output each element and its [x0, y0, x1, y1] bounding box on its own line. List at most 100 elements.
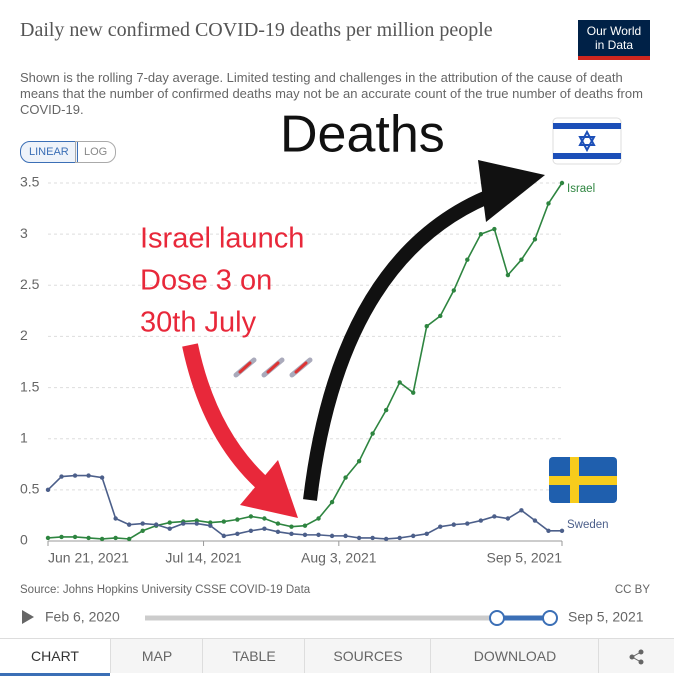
logo-text: Our World — [586, 24, 642, 38]
data-point — [370, 535, 375, 541]
share-tab[interactable] — [598, 638, 674, 673]
data-point — [546, 201, 551, 206]
tab[interactable]: TABLE — [202, 638, 305, 673]
license: CC BY — [615, 584, 650, 596]
data-point — [329, 499, 335, 505]
annotation: Dose 3 on — [140, 265, 272, 297]
x-tick-label: Jun 21, 2021 — [48, 550, 129, 566]
data-point — [383, 407, 389, 413]
data-point — [559, 528, 565, 533]
data-point — [302, 532, 308, 538]
y-tick-label: 1 — [20, 429, 28, 445]
y-tick-label: 1.5 — [20, 378, 40, 394]
data-point — [397, 380, 402, 385]
data-point — [72, 473, 78, 478]
red-arrow — [182, 343, 276, 497]
data-point — [154, 522, 159, 527]
data-point — [302, 523, 308, 528]
data-point — [505, 516, 511, 521]
data-point — [478, 231, 484, 237]
data-point — [532, 518, 538, 523]
data-point — [492, 514, 497, 519]
data-point — [140, 521, 145, 526]
data-point — [45, 535, 51, 541]
data-point — [194, 521, 199, 526]
y-tick-label: 0 — [20, 532, 28, 548]
data-point — [113, 535, 118, 541]
data-point — [221, 519, 227, 524]
data-point — [559, 180, 565, 186]
data-point — [424, 324, 429, 329]
logo-text: in Data — [594, 38, 634, 52]
x-tick-label: Aug 3, 2021 — [301, 550, 377, 566]
data-point — [140, 528, 145, 533]
data-point — [532, 237, 538, 242]
y-tick-label: 3 — [20, 225, 28, 241]
tab[interactable]: MAP — [110, 638, 203, 673]
data-point — [45, 487, 51, 493]
data-point — [438, 524, 443, 529]
data-point — [86, 473, 91, 478]
data-point — [59, 534, 64, 540]
annotation: Israel launch — [140, 223, 304, 255]
data-point — [235, 517, 240, 522]
scale-button[interactable]: LINEAR — [20, 141, 78, 163]
black-arrow — [303, 185, 503, 501]
logo[interactable]: Our World in Data — [578, 20, 650, 60]
y-tick-label: 2 — [20, 327, 28, 343]
data-point — [194, 518, 199, 523]
share-icon — [629, 649, 644, 665]
data-point — [546, 528, 551, 533]
data-point — [370, 431, 375, 436]
x-tick-label: Sep 5, 2021 — [486, 550, 562, 566]
data-point — [411, 390, 416, 395]
syringe-icons — [233, 357, 313, 378]
timeline-start: Feb 6, 2020 — [45, 609, 120, 625]
scale-button[interactable]: LOG — [75, 141, 117, 163]
series-label: Sweden — [567, 519, 609, 531]
data-point — [208, 520, 213, 525]
data-point — [221, 533, 227, 539]
chart-subtitle: Shown is the rolling 7-day average. Limi… — [20, 70, 643, 117]
tab[interactable]: DOWNLOAD — [430, 638, 599, 673]
data-point — [126, 536, 132, 542]
data-point — [397, 535, 402, 541]
data-point — [465, 257, 470, 262]
annotation: 30th July — [140, 307, 257, 339]
data-point — [424, 531, 429, 537]
data-point — [451, 288, 456, 293]
data-point — [289, 531, 294, 537]
tab[interactable]: CHART — [0, 638, 110, 676]
data-point — [519, 508, 524, 513]
data-point — [275, 529, 281, 534]
data-point — [167, 520, 172, 525]
data-point — [262, 526, 267, 531]
israel-flag — [552, 117, 622, 165]
timeline-handle[interactable] — [542, 610, 558, 626]
data-point — [478, 518, 484, 523]
data-point — [356, 535, 362, 541]
data-point — [383, 536, 389, 542]
data-point — [316, 532, 321, 538]
red-arrow-head — [240, 460, 298, 518]
play-button[interactable] — [22, 610, 34, 624]
tab[interactable]: SOURCES — [304, 638, 431, 673]
data-point — [316, 516, 321, 521]
data-point — [451, 522, 456, 527]
data-point — [275, 521, 281, 526]
data-point — [248, 514, 254, 519]
data-point — [465, 521, 470, 526]
data-point — [289, 524, 294, 529]
y-tick-label: 0.5 — [20, 481, 40, 497]
timeline-handle[interactable] — [489, 610, 505, 626]
x-tick-label: Jul 14, 2021 — [165, 550, 241, 566]
series-label: Israel — [567, 183, 595, 195]
data-point — [262, 516, 267, 521]
data-point — [356, 459, 362, 464]
data-point — [438, 313, 443, 319]
y-tick-label: 3.5 — [20, 174, 40, 190]
data-point — [343, 475, 348, 480]
data-point — [113, 516, 118, 521]
data-point — [167, 526, 172, 531]
